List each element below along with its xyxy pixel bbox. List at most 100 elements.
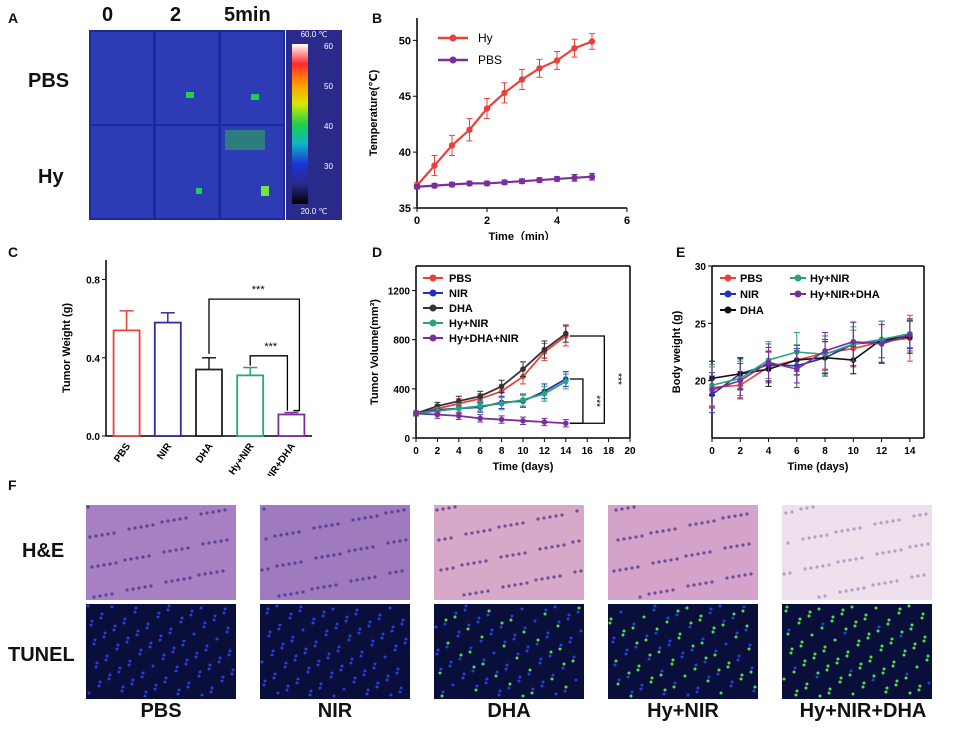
- x-tick-label: 4: [554, 215, 561, 227]
- data-point: [477, 415, 483, 422]
- data-point: [588, 38, 596, 45]
- x-tick-label: 0: [414, 215, 420, 227]
- legend-label: Hy+NIR+DHA: [810, 289, 880, 301]
- data-point: [541, 346, 548, 353]
- panel-label-d: D: [372, 244, 383, 260]
- x-tick-label: Hy+NIR+DHA: [253, 441, 298, 476]
- x-tick-label: 4: [766, 446, 772, 457]
- data-point: [520, 366, 526, 372]
- series-line: [415, 412, 566, 425]
- data-point: [541, 419, 548, 425]
- data-point: [466, 180, 473, 187]
- tunel-image-3: [608, 604, 758, 699]
- row-label-pbs: PBS: [28, 70, 70, 92]
- x-tick-label: PBS: [112, 441, 133, 464]
- legend-label: Hy+NIR: [810, 273, 849, 285]
- tunel-image-4: [782, 604, 932, 699]
- data-point: [794, 366, 800, 372]
- x-tick-label: 2: [484, 215, 490, 227]
- x-tick-label: 2: [737, 446, 743, 457]
- y-tick-label: 1200: [388, 287, 411, 298]
- data-point: [431, 162, 438, 169]
- x-axis-label: Time（min）: [488, 230, 555, 240]
- data-point: [541, 390, 548, 397]
- colorbar-tick-30: 30: [324, 162, 333, 171]
- panel-label-a: A: [8, 10, 19, 26]
- y-tick-label: 50: [399, 35, 411, 47]
- x-tick-label: 12: [539, 446, 551, 457]
- thermal-hy-2: [156, 126, 218, 218]
- row-label-tunel: TUNEL: [8, 644, 75, 666]
- chart-d: 0 2 4 6 8 10 12 14 16 18 20 0 400 800 1200 Time (days) T…: [369, 265, 636, 473]
- colorbar-tick-60: 60: [324, 42, 333, 51]
- data-point: [563, 330, 569, 337]
- y-tick-label: 0.0: [86, 432, 100, 443]
- data-point: [501, 89, 508, 97]
- y-axis-label: Tumor Volume(mm³): [369, 299, 381, 405]
- x-axis-label: Time (days): [493, 461, 554, 473]
- tunel-image-0: [86, 604, 236, 699]
- x-tick-label: 18: [603, 446, 615, 457]
- data-point: [822, 348, 828, 354]
- data-point: [520, 397, 526, 403]
- bar: [236, 374, 265, 437]
- data-point: [536, 176, 543, 184]
- data-point: [477, 393, 483, 400]
- data-point: [571, 174, 578, 182]
- colorbar-tick-50: 50: [324, 82, 333, 91]
- data-point: [737, 377, 744, 384]
- x-tick-label: 20: [624, 446, 636, 457]
- col-label-nir: NIR: [317, 700, 353, 722]
- bar: [112, 329, 141, 437]
- x-tick-label: Hy+NIR: [227, 441, 257, 476]
- he-image-0: [86, 505, 236, 600]
- y-tick-label: 40: [399, 147, 411, 159]
- he-image-3: [608, 505, 758, 600]
- x-tick-label: NIR: [155, 441, 174, 462]
- data-point: [563, 420, 569, 427]
- legend-marker: [724, 306, 732, 314]
- data-point: [456, 398, 462, 404]
- significance-label: ***: [264, 341, 278, 353]
- legend-marker: [429, 304, 437, 312]
- significance-bracket: [208, 298, 301, 412]
- data-point: [498, 383, 505, 390]
- x-tick-label: 0: [709, 446, 715, 457]
- data-point: [501, 179, 508, 186]
- x-tick-label: 8: [499, 446, 505, 457]
- colorbar-frame: 60.0 ℃ 60 50 40 30 20.0 ℃: [286, 30, 342, 220]
- legend-label: NIR: [740, 289, 759, 301]
- legend-label: PBS: [449, 273, 472, 285]
- time-label-5min: 5min: [224, 4, 271, 26]
- chart-c: 0.0 0.4 0.8 Tumor Weight (g) PBS NIR DHA Hy+NIR…: [61, 260, 312, 476]
- x-tick-label: 10: [848, 446, 860, 457]
- legend-label: Hy: [478, 31, 493, 45]
- he-image-4: [782, 505, 932, 600]
- y-tick-label: 0.8: [86, 276, 100, 287]
- bar: [195, 368, 223, 437]
- colorbar-min-label: 20.0 ℃: [300, 207, 328, 216]
- significance-label: ***: [612, 373, 623, 385]
- data-point: [850, 338, 857, 345]
- panel-label-b: B: [372, 10, 383, 26]
- data-point: [413, 410, 419, 417]
- x-tick-label: 6: [477, 446, 483, 457]
- y-tick-label: 400: [393, 385, 410, 396]
- data-point: [907, 332, 913, 338]
- series-line: [415, 332, 567, 415]
- legend-marker: [429, 319, 437, 327]
- legend-label: Hy+NIR: [449, 318, 488, 330]
- y-tick-label: 0.4: [86, 354, 100, 365]
- data-point: [553, 175, 561, 183]
- legend-marker: [449, 34, 457, 42]
- data-point: [563, 378, 569, 385]
- y-tick-label: 20: [695, 377, 707, 388]
- legend-marker: [724, 274, 732, 282]
- data-point: [456, 413, 462, 419]
- x-tick-label: 4: [456, 446, 462, 457]
- data-point: [520, 418, 526, 424]
- data-point: [498, 416, 505, 423]
- data-point: [434, 411, 441, 418]
- data-point: [518, 76, 526, 83]
- significance-label: ***: [591, 395, 602, 407]
